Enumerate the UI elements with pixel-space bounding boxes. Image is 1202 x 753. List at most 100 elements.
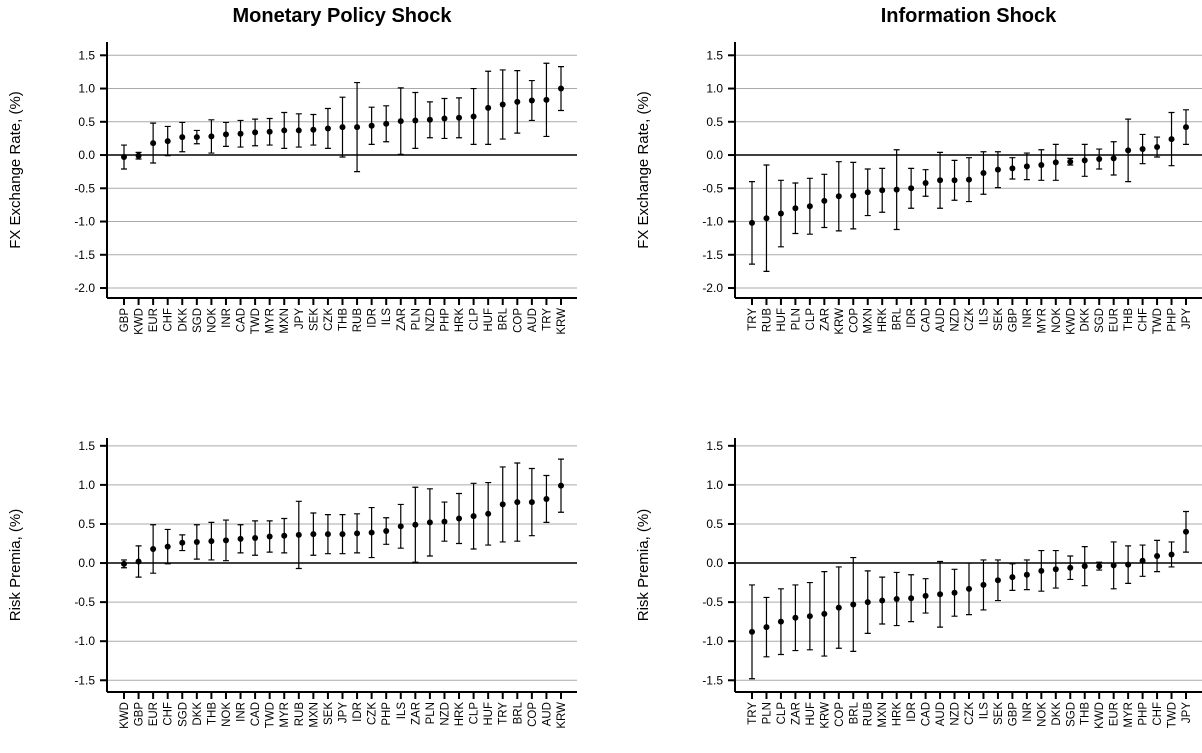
x-tick-label: NZD xyxy=(439,702,451,726)
point xyxy=(908,595,915,602)
point xyxy=(514,98,521,105)
x-tick-label: COP xyxy=(527,702,539,727)
point xyxy=(295,127,302,134)
point xyxy=(310,531,317,538)
point xyxy=(252,535,259,542)
x-tick-label: ZAR xyxy=(790,702,802,725)
x-tick-label: BRL xyxy=(892,307,904,330)
x-tick-label: DKK xyxy=(1080,308,1092,332)
x-tick-label: KRW xyxy=(556,308,568,335)
x-tick-label: SGD xyxy=(1065,702,1077,727)
point xyxy=(1009,165,1016,172)
point xyxy=(937,177,944,184)
point xyxy=(383,120,390,127)
x-tick-label: CHF xyxy=(163,702,175,726)
point xyxy=(135,558,142,565)
point xyxy=(470,513,477,520)
point xyxy=(281,127,288,134)
point xyxy=(441,115,448,122)
point xyxy=(354,530,361,537)
point xyxy=(1023,163,1030,170)
point xyxy=(237,130,244,137)
y-tick-label: 1.0 xyxy=(706,478,723,492)
y-tick-label: 0.5 xyxy=(78,115,95,129)
point xyxy=(749,628,755,635)
point xyxy=(763,215,770,222)
point xyxy=(850,192,857,199)
x-tick-label: CHF xyxy=(163,308,175,332)
x-tick-label: PLN xyxy=(790,308,802,330)
x-tick-label: TRY xyxy=(541,308,553,331)
point xyxy=(821,197,828,204)
y-axis-label: Risk Premia, (%) xyxy=(7,509,24,622)
point xyxy=(426,116,433,123)
x-tick-label: GBP xyxy=(134,702,146,727)
x-tick-label: ILS xyxy=(396,702,408,720)
point xyxy=(121,154,127,161)
x-tick-label: PHP xyxy=(1167,308,1179,332)
point xyxy=(806,203,813,210)
y-tick-label: -1.5 xyxy=(74,673,95,687)
point xyxy=(426,519,433,526)
x-tick-label: THB xyxy=(338,308,350,331)
y-tick-label: 0.5 xyxy=(706,517,723,531)
y-tick-label: -1.0 xyxy=(74,634,95,648)
point xyxy=(850,601,857,608)
point xyxy=(456,515,463,522)
y-tick-label: 0.5 xyxy=(706,115,723,129)
point xyxy=(412,117,419,124)
x-tick-label: EUR xyxy=(1109,308,1121,332)
x-tick-label: CZK xyxy=(367,702,379,725)
x-tick-label: ZAR xyxy=(396,308,408,331)
x-tick-label: SEK xyxy=(993,308,1005,331)
point xyxy=(980,581,987,588)
point xyxy=(777,618,784,625)
point xyxy=(1038,162,1045,169)
point xyxy=(1154,553,1161,560)
x-tick-label: CLP xyxy=(776,702,788,725)
point xyxy=(558,85,564,92)
x-tick-label: CZK xyxy=(323,308,335,331)
x-tick-label: HRK xyxy=(877,308,889,333)
x-tick-label: AUD xyxy=(935,308,947,332)
point xyxy=(966,176,972,183)
point xyxy=(951,589,958,596)
point xyxy=(397,118,404,125)
x-tick-label: KWD xyxy=(134,308,146,335)
point xyxy=(835,193,842,200)
x-tick-label: COP xyxy=(848,308,860,333)
x-tick-label: RUB xyxy=(863,702,875,727)
x-tick-label: IDR xyxy=(906,308,918,328)
x-tick-label: SGD xyxy=(177,702,189,727)
x-tick-label: IDR xyxy=(352,702,364,722)
point xyxy=(1125,561,1132,568)
point xyxy=(1183,124,1189,131)
point xyxy=(324,531,331,538)
x-tick-label: NZD xyxy=(950,702,962,726)
y-tick-label: 1.5 xyxy=(78,439,95,453)
x-tick-label: NOK xyxy=(221,702,233,727)
y-tick-label: 0.0 xyxy=(706,556,723,570)
point xyxy=(777,210,784,217)
x-tick-label: HRK xyxy=(454,702,466,727)
x-tick-label: HUF xyxy=(483,308,495,332)
point xyxy=(193,134,200,141)
point xyxy=(864,599,871,606)
point xyxy=(879,187,886,194)
point xyxy=(1009,574,1016,581)
point xyxy=(499,101,506,108)
point xyxy=(937,591,944,598)
point xyxy=(1139,557,1146,564)
point xyxy=(1038,567,1045,574)
x-tick-label: ILS xyxy=(381,308,393,326)
y-tick-label: -2.0 xyxy=(74,281,95,295)
x-tick-label: MXN xyxy=(877,702,889,728)
point xyxy=(994,577,1001,584)
y-tick-label: -0.5 xyxy=(702,595,723,609)
x-tick-label: PHP xyxy=(381,702,393,726)
point xyxy=(1168,136,1175,143)
x-tick-label: SGD xyxy=(1094,308,1106,333)
x-tick-label: NZD xyxy=(425,308,437,332)
x-tick-label: SEK xyxy=(993,702,1005,725)
